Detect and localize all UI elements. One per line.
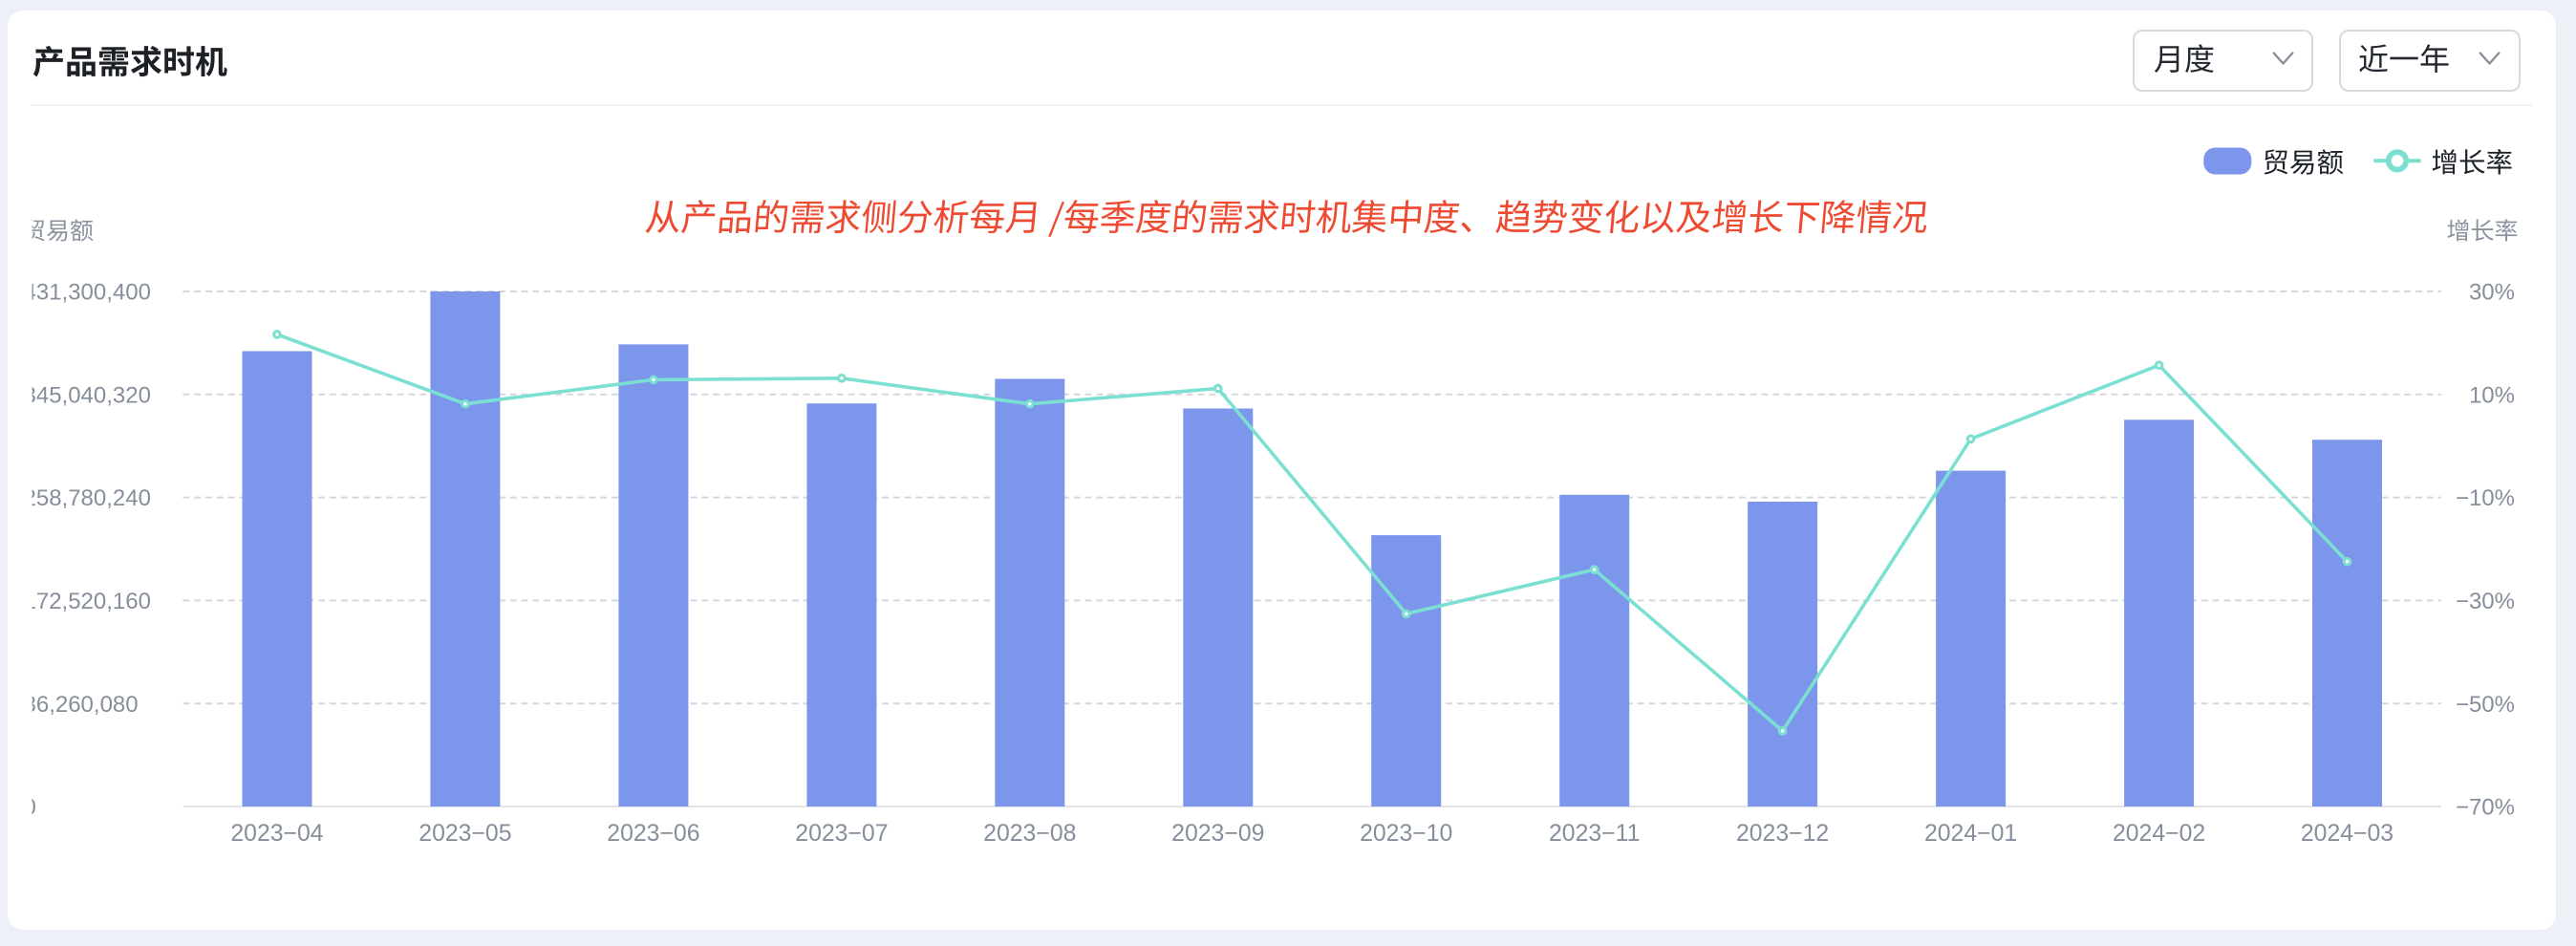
svg-text:−10%: −10% xyxy=(2456,485,2515,511)
svg-text:86,260,080: 86,260,080 xyxy=(24,692,139,718)
svg-text:−50%: −50% xyxy=(2456,692,2515,718)
svg-text:2024−03: 2024−03 xyxy=(2301,821,2394,847)
svg-text:2023−10: 2023−10 xyxy=(1360,821,1452,847)
svg-text:2023−11: 2023−11 xyxy=(1549,821,1640,847)
svg-text:2023−05: 2023−05 xyxy=(419,821,511,847)
svg-text:30%: 30% xyxy=(2469,280,2515,306)
svg-text:−30%: −30% xyxy=(2456,589,2515,614)
svg-text:−70%: −70% xyxy=(2456,795,2515,821)
svg-text:2024−02: 2024−02 xyxy=(2113,821,2205,847)
svg-text:2023−12: 2023−12 xyxy=(1736,821,1829,847)
svg-text:2023−04: 2023−04 xyxy=(230,821,323,847)
svg-text:2023−08: 2023−08 xyxy=(983,821,1076,847)
svg-text:258,780,240: 258,780,240 xyxy=(24,485,151,511)
svg-text:345,040,320: 345,040,320 xyxy=(24,382,151,408)
svg-text:2023−07: 2023−07 xyxy=(795,821,888,847)
svg-text:0: 0 xyxy=(24,795,36,821)
svg-text:172,520,160: 172,520,160 xyxy=(24,589,151,614)
svg-text:10%: 10% xyxy=(2469,382,2515,408)
svg-text:2023−09: 2023−09 xyxy=(1171,821,1264,847)
svg-text:431,300,400: 431,300,400 xyxy=(24,280,151,306)
svg-text:2023−06: 2023−06 xyxy=(607,821,699,847)
svg-text:2024−01: 2024−01 xyxy=(1924,821,2017,847)
